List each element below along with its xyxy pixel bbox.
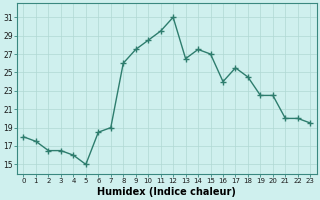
X-axis label: Humidex (Indice chaleur): Humidex (Indice chaleur) — [98, 187, 236, 197]
